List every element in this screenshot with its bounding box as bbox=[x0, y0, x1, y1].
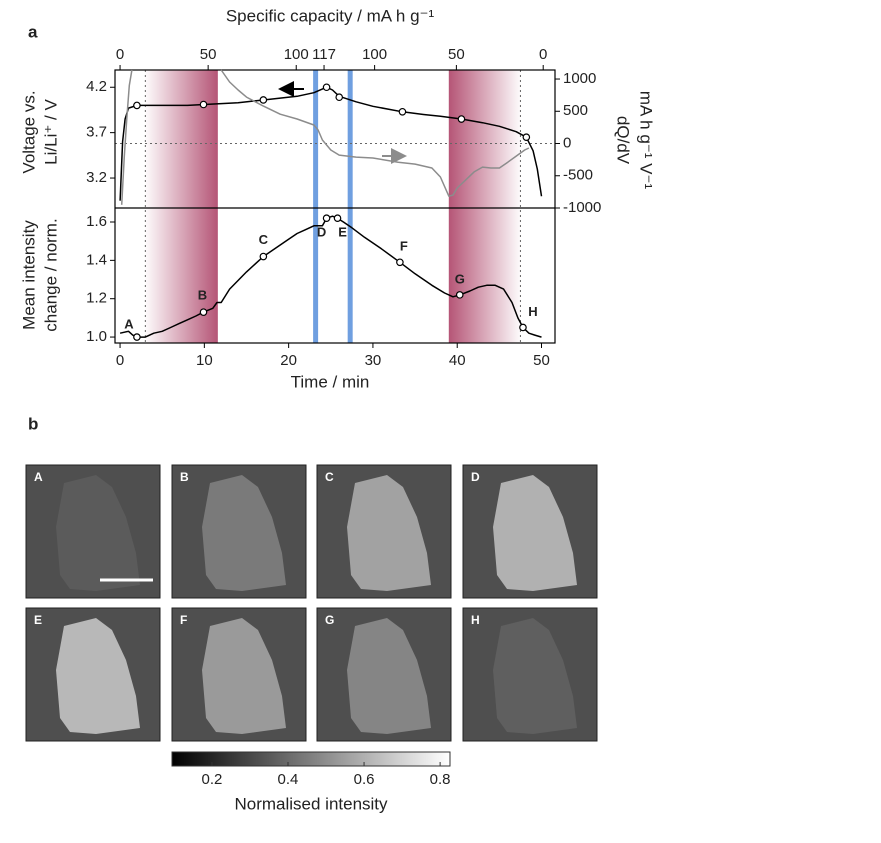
micrograph: D bbox=[462, 464, 598, 599]
particle bbox=[56, 475, 140, 591]
y-axis-label: Mean intensity bbox=[19, 220, 38, 330]
data-point bbox=[457, 115, 466, 123]
x-tick-label: 20 bbox=[280, 352, 297, 369]
y-tick-label: 1.2 bbox=[86, 290, 107, 307]
y-tick-label: 1.4 bbox=[86, 251, 107, 268]
point-label: E bbox=[338, 225, 347, 240]
data-point bbox=[519, 323, 527, 332]
point-label: A bbox=[124, 316, 134, 331]
x2-tick-label: 50 bbox=[200, 46, 217, 63]
data-point bbox=[199, 308, 208, 316]
x-tick-label: 50 bbox=[533, 352, 550, 369]
y2-tick-label: -1000 bbox=[563, 199, 601, 216]
colorbar-tick-label: 0.8 bbox=[430, 771, 451, 788]
y2-tick-label: 0 bbox=[563, 134, 571, 151]
micrograph: A bbox=[25, 464, 161, 599]
micrograph: F bbox=[171, 607, 307, 742]
y2-axis-label: mA h g⁻¹ V⁻¹ bbox=[637, 91, 656, 190]
y2-tick-label: 500 bbox=[563, 102, 588, 119]
data-point bbox=[455, 291, 464, 299]
y-axis-label: Voltage vs. bbox=[19, 90, 38, 173]
data-point bbox=[259, 252, 268, 261]
data-point bbox=[199, 100, 208, 109]
x-tick-label: 40 bbox=[449, 352, 466, 369]
x2-tick-label: 0 bbox=[116, 46, 124, 63]
x-tick-label: 0 bbox=[116, 352, 124, 369]
x2-tick-label: 100 bbox=[362, 46, 387, 63]
x2-tick-label: 100 bbox=[284, 46, 309, 63]
colorbar-tick-label: 0.2 bbox=[202, 771, 223, 788]
panel-label: a bbox=[28, 22, 38, 41]
x2-tick-label: 0 bbox=[539, 46, 547, 63]
highlight-band bbox=[347, 70, 353, 343]
image-label: A bbox=[34, 470, 43, 484]
image-label: B bbox=[180, 470, 189, 484]
data-point bbox=[396, 258, 404, 267]
x-axis-label: Time / min bbox=[291, 372, 370, 391]
y-axis-label: Li/Li⁺ / V bbox=[41, 99, 60, 165]
data-point bbox=[335, 93, 344, 102]
y-tick-label: 4.2 bbox=[86, 78, 107, 95]
data-line bbox=[119, 215, 542, 338]
data-point bbox=[398, 107, 407, 116]
image-label: C bbox=[325, 470, 334, 484]
micrograph: G bbox=[316, 607, 452, 742]
shaded-region bbox=[448, 70, 521, 343]
data-point bbox=[333, 214, 342, 222]
particle bbox=[56, 618, 140, 734]
y2-tick-label: 1000 bbox=[563, 70, 596, 87]
image-label: E bbox=[34, 613, 42, 627]
image-label: F bbox=[180, 613, 187, 627]
y-axis-label: change / norm. bbox=[41, 218, 60, 331]
image-label: H bbox=[471, 613, 480, 627]
x-tick-label: 30 bbox=[365, 352, 382, 369]
data-point bbox=[322, 214, 331, 222]
shaded-region bbox=[145, 70, 218, 343]
particle bbox=[493, 618, 577, 734]
particle bbox=[493, 475, 577, 591]
particle bbox=[347, 618, 431, 734]
data-point bbox=[133, 333, 141, 341]
particle bbox=[202, 618, 286, 734]
background-layer bbox=[115, 70, 555, 343]
colorbar-tick-label: 0.4 bbox=[278, 771, 299, 788]
point-label: D bbox=[317, 225, 326, 240]
micrograph: C bbox=[316, 464, 452, 599]
plot-frame bbox=[114, 69, 556, 344]
y-tick-label: 3.2 bbox=[86, 169, 107, 186]
data-point bbox=[133, 101, 141, 110]
colorbar bbox=[171, 751, 451, 767]
particle bbox=[347, 475, 431, 591]
data-line bbox=[119, 86, 543, 201]
micrograph: H bbox=[462, 607, 598, 742]
x2-axis-label: Specific capacity / mA h g⁻¹ bbox=[226, 6, 435, 25]
micrograph: B bbox=[171, 464, 307, 599]
x2-tick-label: 50 bbox=[448, 46, 465, 63]
point-label: F bbox=[400, 239, 408, 254]
colorbar-label: Normalised intensity bbox=[234, 794, 388, 813]
image-label: D bbox=[471, 470, 480, 484]
panel-label: b bbox=[28, 414, 38, 433]
point-label: B bbox=[198, 288, 207, 303]
point-label: G bbox=[455, 271, 465, 286]
data-point bbox=[522, 133, 531, 141]
data-point bbox=[322, 83, 331, 92]
colorbar-tick-label: 0.6 bbox=[354, 771, 375, 788]
particle bbox=[202, 475, 286, 591]
y-tick-label: 1.0 bbox=[86, 328, 107, 345]
image-label: G bbox=[325, 613, 334, 627]
micrograph: E bbox=[25, 607, 161, 742]
point-label: C bbox=[259, 232, 269, 247]
x-tick-label: 10 bbox=[196, 352, 213, 369]
point-label: H bbox=[528, 304, 537, 319]
y2-axis-label: dQ/dV bbox=[614, 116, 633, 165]
y-tick-label: 1.6 bbox=[86, 213, 107, 230]
x2-tick-label: 117 bbox=[312, 46, 336, 63]
y-tick-label: 3.7 bbox=[86, 124, 107, 141]
highlight-band bbox=[313, 70, 319, 343]
y2-tick-label: -500 bbox=[563, 167, 593, 184]
data-point bbox=[259, 96, 268, 104]
